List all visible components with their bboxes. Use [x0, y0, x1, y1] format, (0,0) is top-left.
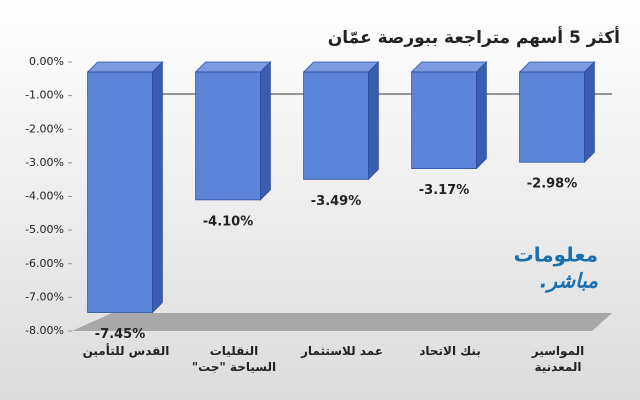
value-label: -2.98% [527, 177, 578, 192]
value-label: -3.17% [419, 183, 470, 198]
bar-side [367, 61, 379, 181]
y-tick-label: -6.00% [25, 257, 64, 270]
bar-side [584, 61, 595, 164]
y-tick-label: -7.00% [25, 290, 64, 303]
bar-side [259, 61, 271, 201]
bar [195, 71, 261, 201]
y-tick-label: 0.00% [29, 55, 64, 68]
bar-top [410, 61, 488, 73]
value-label: -7.45% [95, 327, 146, 342]
y-tick-label: -5.00% [25, 223, 64, 236]
bar-top [86, 61, 164, 73]
value-label: -3.49% [311, 194, 362, 209]
chart-title: أكثر 5 أسهم متراجعة ببورصة عمّان [328, 26, 620, 48]
bar-top [518, 61, 596, 73]
bar [411, 71, 477, 169]
x-tick-label: المواسير المعدنية [531, 344, 585, 374]
bar-side [151, 61, 163, 314]
floor [72, 313, 612, 331]
x-tick-label: بنك الاتحاد [419, 344, 481, 358]
bar-top [302, 61, 380, 73]
y-tick-label: -4.00% [25, 190, 64, 203]
y-tick-label: -2.00% [25, 122, 64, 135]
y-tick-label: -3.00% [25, 156, 64, 169]
watermark: مباشر. [540, 269, 599, 294]
bar-side [475, 61, 487, 170]
x-tick-label: القدس للتأمين [82, 344, 170, 358]
watermark: معلومات [514, 243, 598, 267]
bar [519, 71, 585, 163]
y-tick-label: -1.00% [25, 89, 64, 102]
value-label: -4.10% [203, 214, 254, 229]
x-tick-label: النقليات السياحة "جت" [191, 344, 277, 374]
x-tick-label: عمد للاستثمار [300, 344, 384, 358]
bar [303, 71, 369, 180]
bar [87, 71, 153, 313]
y-tick-label: -8.00% [25, 324, 64, 337]
bar-top [194, 61, 272, 73]
